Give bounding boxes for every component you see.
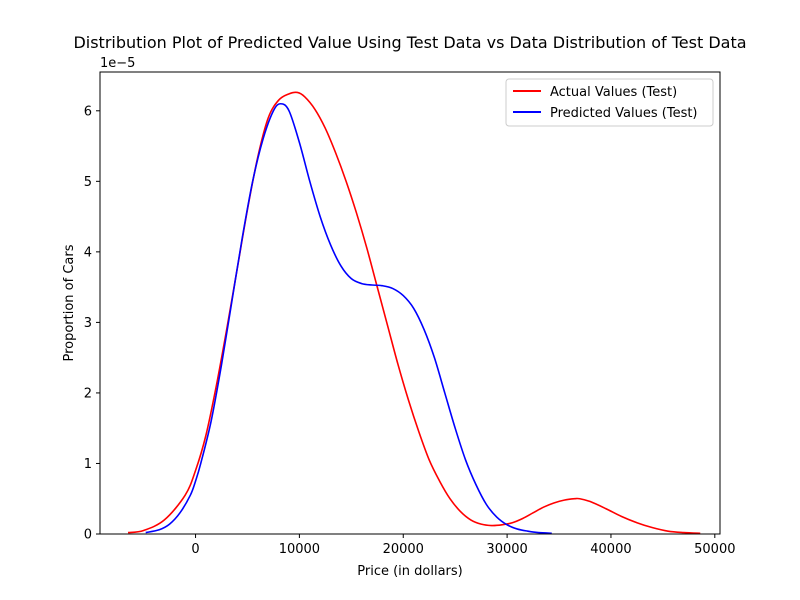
y-tick-label: 0 xyxy=(84,528,92,543)
y-axis: 0 1 2 3 4 5 6 xyxy=(84,104,100,543)
legend: Actual Values (Test) Predicted Values (T… xyxy=(505,78,714,127)
series-line-predicted xyxy=(145,102,552,534)
y-tick-label: 5 xyxy=(84,175,92,190)
legend-label-actual: Actual Values (Test) xyxy=(550,85,677,100)
y-tick-label: 6 xyxy=(84,104,92,119)
chart-title: Distribution Plot of Predicted Value Usi… xyxy=(73,33,746,52)
series-line-actual xyxy=(127,91,701,534)
x-tick-label: 30000 xyxy=(486,542,527,557)
legend-frame xyxy=(505,78,714,127)
y-tick-label: 2 xyxy=(84,386,92,401)
x-tick-label: 40000 xyxy=(590,542,631,557)
series-layer xyxy=(127,91,701,534)
plot-frame xyxy=(99,71,721,535)
x-tick-label: 20000 xyxy=(383,542,424,557)
y-axis-label: Proportion of Cars xyxy=(62,244,77,361)
x-tick-label: 10000 xyxy=(279,542,320,557)
y-tick-label: 1 xyxy=(84,457,92,472)
x-tick-label: 50000 xyxy=(694,542,735,557)
y-tick-label: 4 xyxy=(84,245,92,260)
x-axis-label: Price (in dollars) xyxy=(357,564,463,579)
x-tick-label: 0 xyxy=(191,542,199,557)
y-offset-label: 1e−5 xyxy=(100,56,135,71)
x-axis: 0 10000 20000 30000 40000 50000 xyxy=(191,534,735,557)
legend-label-predicted: Predicted Values (Test) xyxy=(550,106,698,121)
plot-area xyxy=(99,71,721,535)
y-tick-label: 3 xyxy=(84,316,92,331)
